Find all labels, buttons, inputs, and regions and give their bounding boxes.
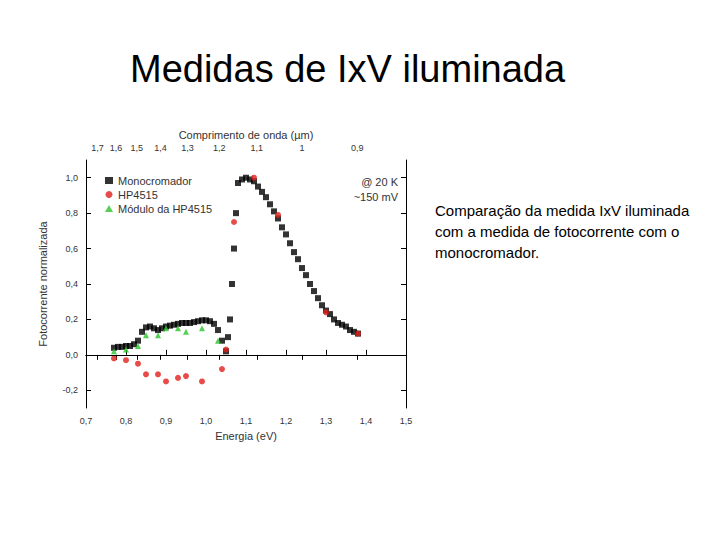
svg-text:1,3: 1,3 bbox=[320, 416, 333, 426]
svg-text:1,6: 1,6 bbox=[110, 143, 123, 153]
svg-text:1,4: 1,4 bbox=[154, 143, 167, 153]
svg-text:1,5: 1,5 bbox=[131, 143, 144, 153]
svg-text:Energia (eV): Energia (eV) bbox=[215, 430, 277, 442]
svg-text:1,0: 1,0 bbox=[200, 416, 213, 426]
svg-text:Fotocorrente normalizada: Fotocorrente normalizada bbox=[37, 220, 49, 346]
svg-text:-0,2: -0,2 bbox=[62, 385, 78, 395]
svg-text:HP4515: HP4515 bbox=[118, 189, 158, 201]
svg-text:1,5: 1,5 bbox=[400, 416, 413, 426]
svg-text:1,1: 1,1 bbox=[240, 416, 253, 426]
html-text:Comparação da medida IxV ilumi: Comparação da medida IxV iluminada com a… bbox=[435, 202, 690, 261]
svg-text:0,9: 0,9 bbox=[351, 143, 364, 153]
svg-text:1,7: 1,7 bbox=[91, 143, 104, 153]
svg-text:Monocromador: Monocromador bbox=[118, 175, 192, 187]
svg-text:0,9: 0,9 bbox=[160, 416, 173, 426]
svg-text:~150 mV: ~150 mV bbox=[354, 191, 399, 203]
svg-text:0,4: 0,4 bbox=[65, 279, 78, 289]
svg-text:Módulo da HP4515: Módulo da HP4515 bbox=[118, 203, 212, 215]
svg-text:@ 20 K: @ 20 K bbox=[361, 176, 399, 188]
svg-text:0,6: 0,6 bbox=[65, 244, 78, 254]
svg-text:1,0: 1,0 bbox=[65, 173, 78, 183]
svg-text:0,8: 0,8 bbox=[120, 416, 133, 426]
svg-text:1: 1 bbox=[299, 143, 304, 153]
svg-text:1,2: 1,2 bbox=[280, 416, 293, 426]
svg-text:0,7: 0,7 bbox=[80, 416, 93, 426]
svg-text:0,8: 0,8 bbox=[65, 208, 78, 218]
svg-text:Comprimento de onda (µm): Comprimento de onda (µm) bbox=[179, 129, 314, 141]
svg-text:1,3: 1,3 bbox=[181, 143, 194, 153]
html-text:Medidas de IxV iluminada: Medidas de IxV iluminada bbox=[130, 48, 566, 90]
svg-text:1,1: 1,1 bbox=[251, 143, 264, 153]
svg-text:1,2: 1,2 bbox=[213, 143, 226, 153]
svg-text:0,0: 0,0 bbox=[65, 350, 78, 360]
svg-text:1,4: 1,4 bbox=[360, 416, 373, 426]
svg-text:0,2: 0,2 bbox=[65, 314, 78, 324]
